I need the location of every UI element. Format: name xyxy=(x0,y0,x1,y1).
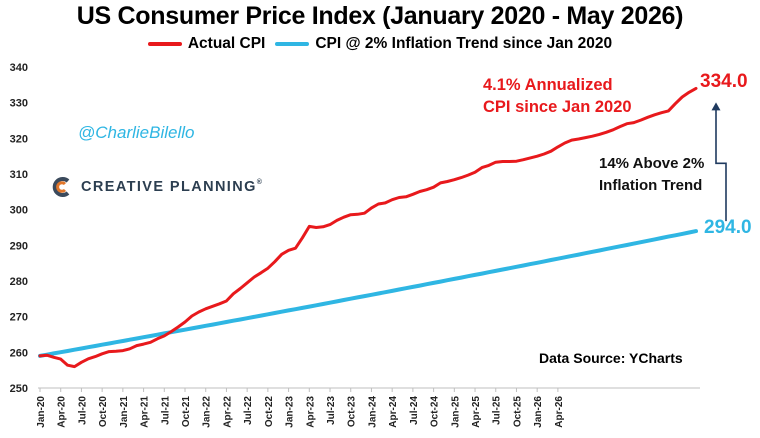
x-tick-label-Oct-22: Oct-22 xyxy=(264,396,275,428)
y-tick-label-320: 320 xyxy=(10,133,28,145)
above-trend-line-1: 14% Above 2% xyxy=(599,155,705,172)
data-source: Data Source: YCharts xyxy=(539,350,683,366)
annualized-line-1: 4.1% Annualized xyxy=(483,76,613,94)
gap-arrow xyxy=(711,102,727,222)
chart-series xyxy=(38,86,698,369)
annualized-annotation: 4.1% Annualized CPI since Jan 2020 xyxy=(483,74,632,118)
x-tick-label-Apr-23: Apr-23 xyxy=(305,396,316,428)
brand-logo: CREATIVE PLANNING® xyxy=(52,177,263,197)
x-tick-label-Oct-24: Oct-24 xyxy=(430,396,441,428)
x-tick-label-Apr-22: Apr-22 xyxy=(222,396,233,428)
x-tick-label-Apr-21: Apr-21 xyxy=(140,396,151,428)
x-axis: Jan-20 Apr-20 Jul-20 Oct-20 Jan-21 Apr-21 Jul-… xyxy=(36,387,700,428)
x-tick-label-Jul-20: Jul-20 xyxy=(77,396,88,425)
y-tick-label-340: 340 xyxy=(10,62,28,74)
chart-legend: Actual CPI CPI @ 2% Inflation Trend sinc… xyxy=(0,35,760,53)
actual-end-label: 334.0 xyxy=(700,71,748,92)
x-tick-label-Oct-23: Oct-23 xyxy=(347,396,358,428)
brand-name: CREATIVE PLANNING xyxy=(81,179,257,195)
y-tick-label-260: 260 xyxy=(10,347,28,359)
x-tick-label-Jul-22: Jul-22 xyxy=(243,396,254,425)
x-tick-label-Apr-26: Apr-26 xyxy=(554,396,565,428)
legend-swatch-actual xyxy=(147,42,182,46)
legend-item-trend: CPI @ 2% Inflation Trend since Jan 2020 xyxy=(275,35,612,53)
y-tick-label-290: 290 xyxy=(10,240,28,252)
x-tick-label-Jan-24: Jan-24 xyxy=(367,396,378,428)
x-tick-label-Jul-21: Jul-21 xyxy=(160,396,171,425)
legend-label-trend: CPI @ 2% Inflation Trend since Jan 2020 xyxy=(315,35,613,52)
annualized-line-2: CPI since Jan 2020 xyxy=(483,98,632,116)
y-tick-label-270: 270 xyxy=(10,312,28,324)
x-tick-label-Apr-25: Apr-25 xyxy=(471,396,482,428)
x-tick-label-Oct-25: Oct-25 xyxy=(512,396,523,428)
above-trend-line-2: Inflation Trend xyxy=(599,177,703,194)
brand-mark-icon xyxy=(52,177,70,197)
gap-arrow-line xyxy=(715,108,727,222)
x-tick-label-Jan-25: Jan-25 xyxy=(450,396,461,428)
above-trend-annotation: 14% Above 2% Inflation Trend xyxy=(599,153,704,197)
x-tick-label-Jul-23: Jul-23 xyxy=(326,396,337,425)
gap-arrow-head xyxy=(711,102,721,111)
x-tick-label-Apr-24: Apr-24 xyxy=(388,396,399,428)
x-tick-label-Jan-21: Jan-21 xyxy=(119,396,130,428)
y-tick-label-280: 280 xyxy=(10,276,28,288)
legend-swatch-trend xyxy=(275,42,310,46)
x-tick-label-Jul-24: Jul-24 xyxy=(409,396,420,425)
trend-series-line xyxy=(38,229,698,358)
chart-title: US Consumer Price Index (January 2020 - … xyxy=(76,2,684,30)
y-axis: 250 260 270 280 290 300 310 320 330 340 xyxy=(10,62,28,395)
brand-trademark: ® xyxy=(256,179,264,186)
x-tick-label-Oct-21: Oct-21 xyxy=(181,396,192,428)
trend-end-label: 294.0 xyxy=(704,217,752,238)
x-tick-label-Jan-26: Jan-26 xyxy=(533,396,544,428)
y-tick-label-300: 300 xyxy=(10,205,28,217)
x-tick-label-Jan-20: Jan-20 xyxy=(36,396,47,428)
x-tick-label-Apr-20: Apr-20 xyxy=(57,396,68,428)
x-tick-label-Jan-22: Jan-22 xyxy=(202,396,213,428)
author-handle: @CharlieBilello xyxy=(78,123,195,142)
x-tick-label-Oct-20: Oct-20 xyxy=(98,396,109,428)
y-tick-label-330: 330 xyxy=(10,98,28,110)
legend-label-actual: Actual CPI xyxy=(187,35,266,52)
y-tick-label-250: 250 xyxy=(10,383,28,395)
x-tick-label-Jan-23: Jan-23 xyxy=(285,396,296,428)
actual-series-line xyxy=(38,86,698,369)
x-tick-label-Jul-25: Jul-25 xyxy=(492,396,503,425)
legend-item-actual: Actual CPI xyxy=(147,35,266,53)
y-tick-label-310: 310 xyxy=(10,169,28,181)
